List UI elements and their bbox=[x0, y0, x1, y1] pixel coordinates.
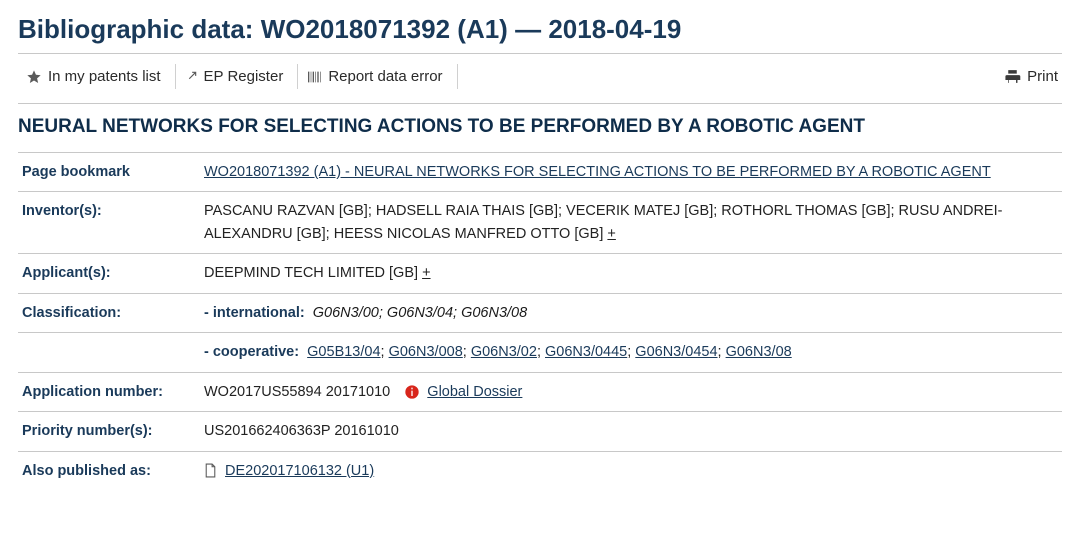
ep-register-button[interactable]: EP Register bbox=[176, 64, 299, 89]
ep-register-label: EP Register bbox=[204, 68, 284, 85]
header-date: 2018-04-19 bbox=[548, 14, 681, 44]
coop-class-link[interactable]: G06N3/0454 bbox=[635, 344, 717, 360]
inventors-value: PASCANU RAZVAN [GB]; HADSELL RAIA THAIS … bbox=[204, 203, 1002, 241]
coop-class-link[interactable]: G06N3/02 bbox=[471, 344, 537, 360]
bookmark-link[interactable]: WO2018071392 (A1) - NEURAL NETWORKS FOR … bbox=[204, 164, 991, 180]
row-application-number: Application number: WO2017US55894 201710… bbox=[18, 372, 1062, 411]
report-error-label: Report data error bbox=[328, 68, 442, 85]
toolbar: In my patents list EP Register Report da… bbox=[18, 62, 1062, 89]
in-patents-list-label: In my patents list bbox=[48, 68, 161, 85]
coop-class-link[interactable]: G06N3/008 bbox=[389, 344, 463, 360]
coop-class-link[interactable]: G06N3/08 bbox=[726, 344, 792, 360]
priority-value: US201662406363P 20161010 bbox=[204, 423, 399, 439]
header-doc-number: WO2018071392 (A1) bbox=[261, 14, 508, 44]
inventors-expand[interactable]: + bbox=[607, 226, 615, 242]
report-error-button[interactable]: Report data error bbox=[298, 64, 456, 89]
row-classification-coop: - cooperative: G05B13/04; G06N3/008; G06… bbox=[18, 333, 1062, 372]
priority-label: Priority number(s): bbox=[18, 412, 200, 451]
also-published-link[interactable]: DE202017106132 (U1) bbox=[225, 463, 374, 479]
in-patents-list-button[interactable]: In my patents list bbox=[18, 64, 176, 89]
row-applicants: Applicant(s): DEEPMIND TECH LIMITED [GB]… bbox=[18, 254, 1062, 293]
app-number-label: Application number: bbox=[18, 372, 200, 411]
print-label: Print bbox=[1027, 68, 1058, 85]
applicants-label: Applicant(s): bbox=[18, 254, 200, 293]
document-title: NEURAL NETWORKS FOR SELECTING ACTIONS TO… bbox=[18, 103, 1062, 138]
classification-intl-label: - international: bbox=[204, 305, 305, 321]
header-sep: ― bbox=[515, 14, 541, 44]
separator: ; bbox=[381, 344, 389, 360]
separator: ; bbox=[718, 344, 726, 360]
print-button[interactable]: Print bbox=[996, 64, 1062, 89]
print-icon bbox=[1004, 68, 1021, 85]
info-icon bbox=[404, 384, 420, 400]
row-also-published: Also published as: DE202017106132 (U1) bbox=[18, 451, 1062, 490]
bibliographic-table: Page bookmark WO2018071392 (A1) - NEURAL… bbox=[18, 152, 1062, 490]
barcode-icon bbox=[306, 69, 322, 85]
row-priority: Priority number(s): US201662406363P 2016… bbox=[18, 412, 1062, 451]
coop-class-link[interactable]: G06N3/0445 bbox=[545, 344, 627, 360]
classification-empty-label bbox=[18, 333, 200, 372]
row-inventors: Inventor(s): PASCANU RAZVAN [GB]; HADSEL… bbox=[18, 192, 1062, 254]
row-bookmark: Page bookmark WO2018071392 (A1) - NEURAL… bbox=[18, 153, 1062, 192]
row-classification-intl: Classification: - international: G06N3/0… bbox=[18, 293, 1062, 332]
coop-class-link[interactable]: G05B13/04 bbox=[307, 344, 380, 360]
classification-coop-label: - cooperative: bbox=[204, 344, 299, 360]
header-prefix: Bibliographic data: bbox=[18, 14, 253, 44]
document-icon bbox=[204, 463, 217, 478]
applicants-value: DEEPMIND TECH LIMITED [GB] bbox=[204, 265, 422, 281]
toolbar-divider bbox=[457, 64, 458, 89]
inventors-label: Inventor(s): bbox=[18, 192, 200, 254]
external-link-icon bbox=[184, 70, 198, 84]
classification-intl-value: G06N3/00; G06N3/04; G06N3/08 bbox=[313, 305, 527, 321]
app-number-value: WO2017US55894 20171010 bbox=[204, 384, 390, 400]
global-dossier-link[interactable]: Global Dossier bbox=[427, 384, 522, 400]
also-published-label: Also published as: bbox=[18, 451, 200, 490]
applicants-expand[interactable]: + bbox=[422, 265, 430, 281]
star-icon bbox=[26, 69, 42, 85]
classification-label: Classification: bbox=[18, 293, 200, 332]
classification-coop-links: G05B13/04; G06N3/008; G06N3/02; G06N3/04… bbox=[307, 344, 792, 360]
page-title: Bibliographic data: WO2018071392 (A1) ― … bbox=[18, 14, 1062, 54]
bookmark-label: Page bookmark bbox=[18, 153, 200, 192]
separator: ; bbox=[537, 344, 545, 360]
separator: ; bbox=[463, 344, 471, 360]
